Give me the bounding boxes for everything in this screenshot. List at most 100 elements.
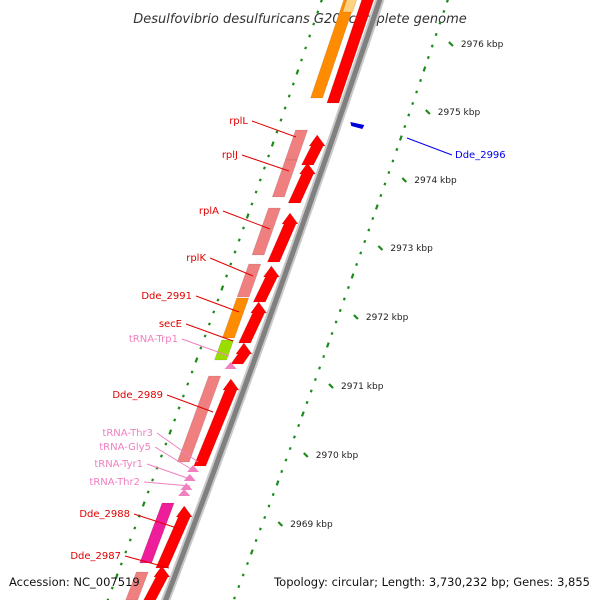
scale-label: 2969 kbp xyxy=(290,520,333,530)
outer-tick-mark xyxy=(297,423,301,428)
outer-tick-mark xyxy=(258,527,262,531)
label-leader-line xyxy=(209,257,254,277)
gene-label: Dde_2996 xyxy=(455,150,506,161)
scale-major-tick xyxy=(303,452,309,458)
inner-tick-mark xyxy=(229,262,233,266)
inner-tick-mark xyxy=(300,58,303,62)
inner-tick-mark xyxy=(220,285,225,291)
inner-tick-mark xyxy=(133,526,137,530)
inner-tick-mark xyxy=(237,238,241,242)
outer-tick-mark xyxy=(313,377,317,382)
scale-label: 2970 kbp xyxy=(316,451,359,461)
inner-tick-mark xyxy=(114,573,119,579)
outer-tick-mark xyxy=(379,193,383,198)
outer-tick-mark xyxy=(322,354,326,359)
inner-tick-mark xyxy=(159,454,163,458)
inner-tick-mark xyxy=(316,10,320,14)
inner-tick-mark xyxy=(146,490,150,494)
outer-tick-mark xyxy=(318,366,322,370)
outer-tick-mark xyxy=(407,113,411,117)
scale-major-tick xyxy=(353,314,359,320)
outer-tick-mark xyxy=(342,297,346,301)
scale-label: 2973 kbp xyxy=(390,244,433,254)
outer-tick-mark xyxy=(438,21,442,25)
inner-tick-mark xyxy=(308,34,312,38)
scale-label: 2975 kbp xyxy=(438,108,481,118)
label-leader-line xyxy=(251,120,297,138)
dde2996-feature xyxy=(350,122,365,129)
outer-tick-mark xyxy=(280,469,284,474)
outer-tick-mark xyxy=(338,308,342,313)
gene-label: rplK xyxy=(186,253,206,264)
outer-tick-mark xyxy=(419,78,423,83)
inner-tick-mark xyxy=(312,22,316,26)
outer-tick-mark xyxy=(391,159,395,163)
label-leader-line xyxy=(143,481,191,487)
outer-tick-mark xyxy=(334,320,338,324)
gene-label: Dde_2991 xyxy=(141,291,192,302)
outer-tick-mark xyxy=(426,55,430,60)
outer-tick-mark xyxy=(330,331,334,336)
inner-tick-mark xyxy=(164,442,168,446)
gene-label: Dde_2987 xyxy=(70,551,121,562)
label-leader-line xyxy=(166,394,214,413)
inner-tick-mark xyxy=(270,141,275,147)
outer-tick-mark xyxy=(363,239,367,244)
inner-tick-mark xyxy=(124,550,128,554)
outer-tick-mark xyxy=(398,135,403,141)
gene-label: rplJ xyxy=(222,150,238,161)
label-leader-line xyxy=(181,338,230,357)
accession-text: Accession: NC_007519 xyxy=(9,575,140,589)
outer-tick-mark xyxy=(292,435,296,439)
outer-tick-mark xyxy=(263,515,267,520)
gene-block-red xyxy=(326,0,375,104)
scale-label: 2972 kbp xyxy=(366,313,409,323)
inner-tick-mark xyxy=(267,154,271,158)
outer-tick-mark xyxy=(445,0,449,3)
inner-tick-mark xyxy=(190,370,194,374)
gene-layer xyxy=(125,0,375,600)
gene-right-6 xyxy=(193,378,240,467)
outer-tick-mark xyxy=(300,411,305,417)
inner-tick-mark xyxy=(128,538,132,542)
scale-label: 2976 kbp xyxy=(461,40,504,50)
gene-right-5 xyxy=(230,342,253,365)
gene-block-orange xyxy=(310,0,357,99)
backbone-line xyxy=(163,0,383,600)
label-leader-line xyxy=(241,154,290,172)
outer-tick-mark xyxy=(371,216,375,221)
inner-tick-mark xyxy=(250,202,254,206)
gene-left-6 xyxy=(176,375,222,463)
outer-tick-mark xyxy=(422,66,427,72)
outer-tick-mark xyxy=(275,480,280,486)
gene-label: tRNA-Trp1 xyxy=(129,334,178,345)
gene-left-4 xyxy=(221,297,250,339)
gene-label: tRNA-Thr3 xyxy=(102,428,153,439)
scale-major-tick xyxy=(401,177,408,183)
gene-right-3 xyxy=(252,265,280,303)
label-leader-line xyxy=(133,513,181,530)
inner-tick-mark xyxy=(119,562,123,566)
gene-right-2 xyxy=(267,212,299,263)
inner-tick-mark xyxy=(295,69,300,75)
inner-tick-mark xyxy=(173,418,177,422)
outer-tick-mark xyxy=(237,584,241,589)
inner-tick-mark xyxy=(262,166,266,170)
trna-marker xyxy=(224,362,237,369)
gene-label: rplA xyxy=(199,206,219,217)
inner-tick-mark xyxy=(225,274,229,278)
label-leader-line xyxy=(146,463,194,481)
gene-label: tRNA-Thr2 xyxy=(89,477,140,488)
label-leader-line xyxy=(156,432,199,463)
outer-tick-mark xyxy=(233,596,236,600)
outer-tick-mark xyxy=(403,124,407,129)
gene-label: secE xyxy=(159,319,182,330)
outer-tick-mark xyxy=(359,251,363,255)
scale-major-tick xyxy=(328,383,334,389)
label-layer: rplL rplJ rplA rplK Dde_2991 secE tRNA-Trp1 Dde… xyxy=(70,116,506,569)
inner-tick-mark xyxy=(304,46,308,50)
gene-left-2 xyxy=(251,207,281,256)
inner-tick-mark xyxy=(258,178,262,182)
label-leader-line xyxy=(124,555,170,569)
